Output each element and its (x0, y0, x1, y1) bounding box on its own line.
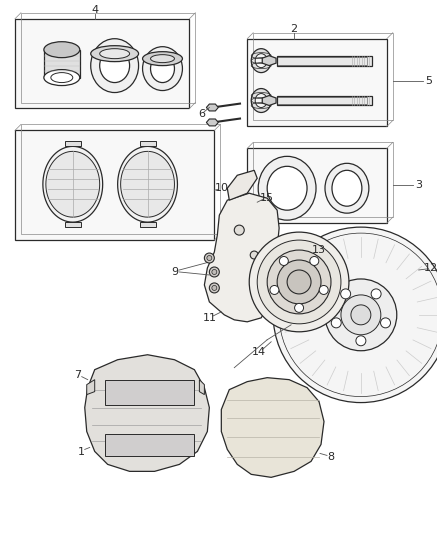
Circle shape (249, 232, 349, 332)
Text: 3: 3 (415, 180, 422, 190)
Polygon shape (199, 379, 205, 394)
Ellipse shape (91, 39, 138, 93)
Bar (253, 33, 393, 120)
Polygon shape (118, 147, 177, 222)
Circle shape (295, 303, 304, 312)
Polygon shape (65, 141, 81, 147)
Circle shape (205, 253, 214, 263)
Ellipse shape (325, 163, 369, 213)
Bar (44, 50, 80, 78)
Text: 2: 2 (290, 24, 298, 34)
Circle shape (325, 279, 397, 351)
Text: 5: 5 (425, 76, 432, 86)
Bar (21, 13, 195, 102)
Text: 14: 14 (252, 347, 266, 357)
Polygon shape (206, 119, 218, 126)
Polygon shape (227, 171, 257, 200)
Ellipse shape (142, 52, 183, 66)
Polygon shape (85, 355, 209, 471)
Ellipse shape (255, 54, 267, 68)
Ellipse shape (251, 49, 271, 72)
Circle shape (287, 270, 311, 294)
Circle shape (381, 318, 391, 328)
Ellipse shape (44, 70, 80, 86)
Text: 12: 12 (424, 263, 438, 273)
Circle shape (212, 286, 217, 290)
Circle shape (207, 255, 212, 261)
Circle shape (234, 225, 244, 235)
Bar (15, 131, 214, 240)
Circle shape (310, 256, 319, 265)
Text: 10: 10 (215, 183, 230, 193)
Ellipse shape (151, 55, 174, 83)
Polygon shape (206, 104, 218, 111)
Polygon shape (46, 151, 100, 217)
Circle shape (351, 305, 371, 325)
Circle shape (209, 283, 219, 293)
Ellipse shape (332, 171, 362, 206)
Ellipse shape (100, 49, 130, 59)
Text: 13: 13 (312, 245, 326, 255)
Circle shape (341, 289, 351, 299)
Polygon shape (262, 55, 276, 66)
Text: 4: 4 (91, 5, 98, 15)
Bar (277, 96, 367, 104)
Bar (15, 19, 189, 109)
Text: 9: 9 (171, 267, 178, 277)
Ellipse shape (251, 88, 271, 112)
Ellipse shape (151, 55, 174, 63)
Circle shape (279, 256, 288, 265)
Bar (277, 56, 367, 64)
Circle shape (341, 295, 381, 335)
Bar (247, 148, 387, 223)
Circle shape (209, 267, 219, 277)
Circle shape (270, 286, 279, 294)
Circle shape (371, 289, 381, 299)
Ellipse shape (255, 93, 267, 108)
Circle shape (250, 251, 258, 259)
Bar (253, 142, 393, 217)
Ellipse shape (258, 156, 316, 220)
Circle shape (267, 250, 331, 314)
Ellipse shape (44, 42, 80, 58)
Bar (105, 434, 194, 456)
Circle shape (277, 260, 321, 304)
Polygon shape (120, 151, 174, 217)
Ellipse shape (142, 47, 183, 91)
Bar (247, 39, 387, 126)
Circle shape (356, 336, 366, 346)
Ellipse shape (267, 166, 307, 210)
Polygon shape (87, 379, 95, 394)
Polygon shape (140, 222, 155, 227)
Circle shape (331, 318, 341, 328)
Polygon shape (140, 141, 155, 147)
Text: 11: 11 (202, 313, 216, 323)
Ellipse shape (91, 46, 138, 62)
Polygon shape (262, 95, 276, 106)
Bar (277, 55, 372, 66)
Text: 15: 15 (260, 193, 274, 203)
Circle shape (319, 286, 328, 294)
Bar (277, 95, 372, 106)
Ellipse shape (100, 49, 130, 83)
Circle shape (273, 227, 438, 402)
Bar (21, 124, 220, 234)
Text: 8: 8 (328, 453, 335, 463)
Polygon shape (205, 193, 279, 322)
Circle shape (212, 270, 217, 274)
Bar (105, 379, 194, 405)
Text: 6: 6 (198, 109, 205, 119)
Polygon shape (221, 378, 324, 478)
Circle shape (257, 240, 341, 324)
Polygon shape (65, 222, 81, 227)
Text: 1: 1 (78, 447, 85, 457)
Polygon shape (43, 147, 102, 222)
Text: 7: 7 (74, 370, 81, 379)
